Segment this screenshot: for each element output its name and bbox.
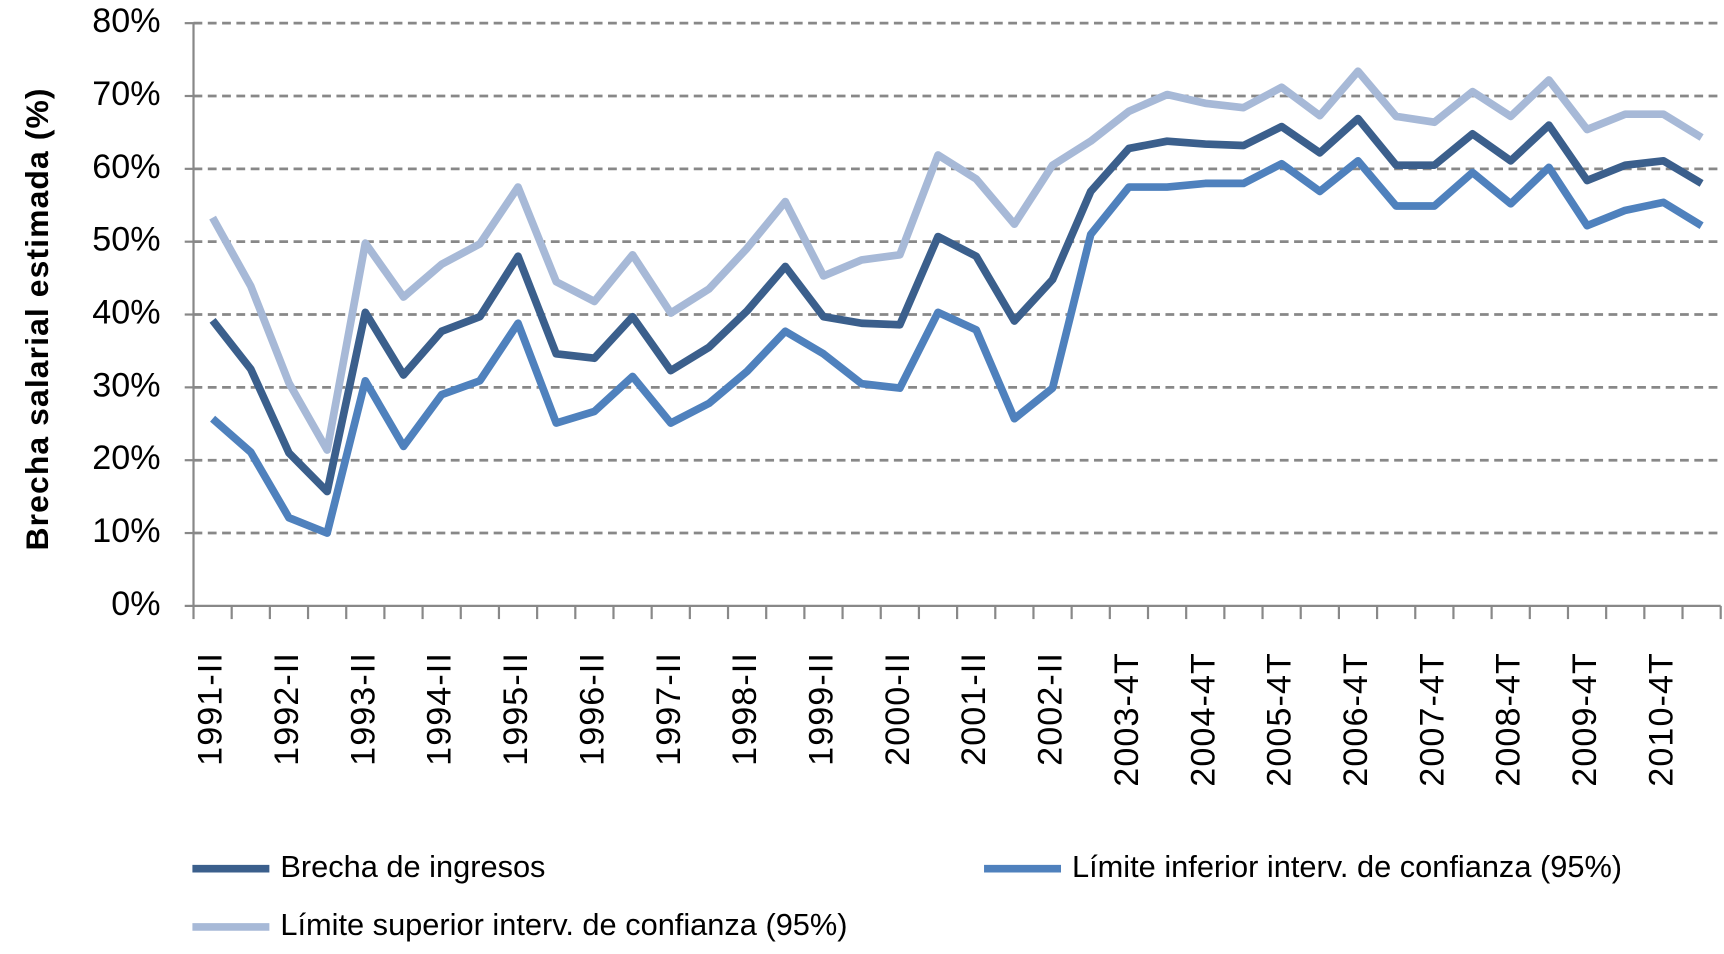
- x-tick-label: 2001-II: [955, 652, 993, 766]
- x-tick-label: 2009-4T: [1566, 652, 1604, 787]
- legend-label: Límite inferior interv. de confianza (95…: [1072, 849, 1622, 884]
- y-tick-label: 70%: [92, 75, 160, 113]
- x-tick-label: 2002-II: [1032, 652, 1070, 766]
- x-tick-label: 2007-4T: [1413, 652, 1451, 787]
- x-tick-label: 2003-4T: [1108, 652, 1146, 787]
- x-tick-label: 1991-II: [192, 652, 230, 766]
- x-tick-label: 2005-4T: [1261, 652, 1299, 787]
- x-tick-label: 1993-II: [344, 652, 382, 766]
- series-line: [209, 67, 1704, 454]
- y-tick-label: 80%: [92, 2, 160, 40]
- x-tick-label: 2000-II: [879, 652, 917, 766]
- x-tick-label: 1996-II: [573, 652, 611, 766]
- y-tick-label: 30%: [92, 366, 160, 404]
- y-tick-label: 50%: [92, 221, 160, 259]
- x-tick-label: 1994-II: [421, 652, 459, 766]
- x-tick-label: 2004-4T: [1184, 652, 1222, 787]
- x-tick-label: 1992-II: [268, 652, 306, 766]
- x-tick-label: 1997-II: [650, 652, 688, 766]
- y-tick-label: 60%: [92, 148, 160, 186]
- y-tick-label: 10%: [92, 512, 160, 550]
- legend-label: Brecha de ingresos: [280, 849, 545, 884]
- legend-label: Límite superior interv. de confianza (95…: [280, 907, 847, 942]
- y-tick-label: 20%: [92, 439, 160, 477]
- x-tick-label: 1999-II: [802, 652, 840, 766]
- x-tick-label: 2006-4T: [1337, 652, 1375, 787]
- x-tick-label: 2010-4T: [1642, 652, 1680, 787]
- y-tick-label: 0%: [111, 585, 160, 623]
- series-line: [209, 114, 1704, 496]
- x-tick-label: 1995-II: [497, 652, 535, 766]
- y-tick-label: 40%: [92, 294, 160, 332]
- y-axis-label: Brecha salarial estimada (%): [19, 87, 55, 550]
- x-tick-label: 1998-II: [726, 652, 764, 766]
- series-line: [210, 156, 1704, 537]
- x-tick-label: 2008-4T: [1490, 652, 1528, 787]
